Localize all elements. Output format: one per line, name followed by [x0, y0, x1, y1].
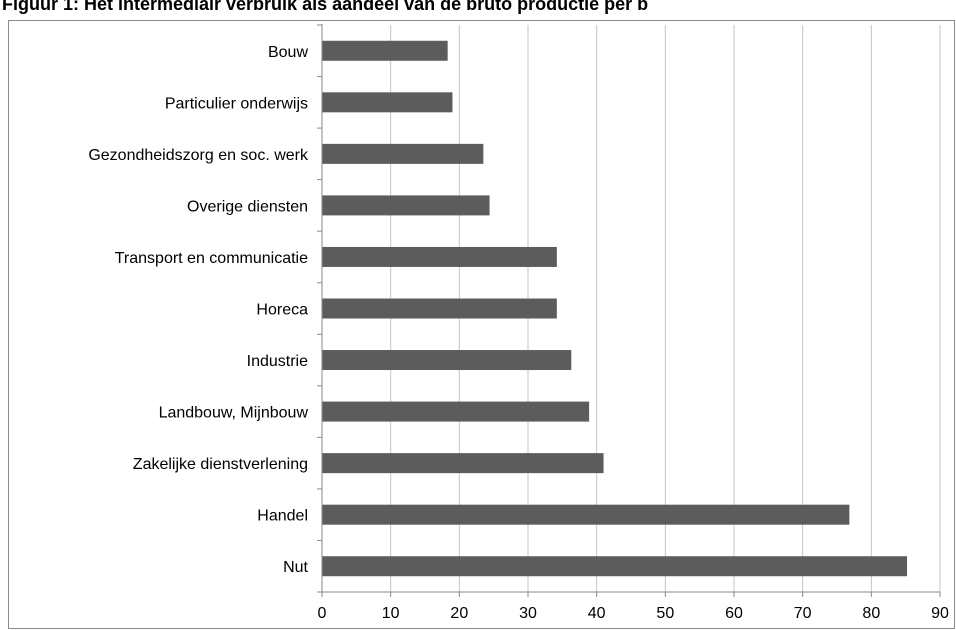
chart-title: Figuur 1: Het intermediair verbruik als …	[2, 0, 649, 14]
category-label: Overige diensten	[187, 198, 308, 215]
axes	[317, 24, 941, 597]
category-label: Handel	[257, 508, 308, 525]
bars	[322, 40, 908, 577]
category-label: Industrie	[247, 353, 308, 370]
x-tick-label: 50	[656, 605, 674, 622]
category-label: Nut	[283, 559, 308, 576]
bar	[322, 298, 557, 319]
x-tick-label: 90	[931, 605, 949, 622]
category-label: Transport en communicatie	[115, 250, 308, 267]
bar	[322, 143, 484, 164]
category-label: Zakelijke dienstverlening	[133, 456, 308, 473]
x-tick-label: 20	[450, 605, 468, 622]
x-tick-label: 0	[318, 605, 327, 622]
bar	[322, 401, 590, 422]
x-tick-label: 10	[382, 605, 400, 622]
category-label: Landbouw, Mijnbouw	[159, 405, 309, 422]
bar	[322, 195, 490, 216]
bar	[322, 453, 604, 474]
labels: 0 10 20 30 40 50 60 70 80 90 Bouw Particulier onder…	[88, 44, 949, 622]
bar	[322, 40, 448, 61]
bar	[322, 350, 572, 371]
category-label: Horeca	[256, 302, 308, 319]
x-tick-label: 60	[725, 605, 743, 622]
chart-area	[8, 20, 955, 629]
x-tick-label: 30	[519, 605, 537, 622]
bar	[322, 92, 453, 113]
x-tick-label: 40	[588, 605, 606, 622]
category-label: Particulier onderwijs	[165, 95, 308, 112]
bar	[322, 556, 908, 577]
bar	[322, 504, 850, 525]
x-tick-label: 70	[794, 605, 812, 622]
category-label: Gezondheidszorg en soc. werk	[88, 147, 309, 164]
x-tick-label: 80	[862, 605, 880, 622]
category-label: Bouw	[268, 44, 308, 61]
bar	[322, 246, 557, 267]
